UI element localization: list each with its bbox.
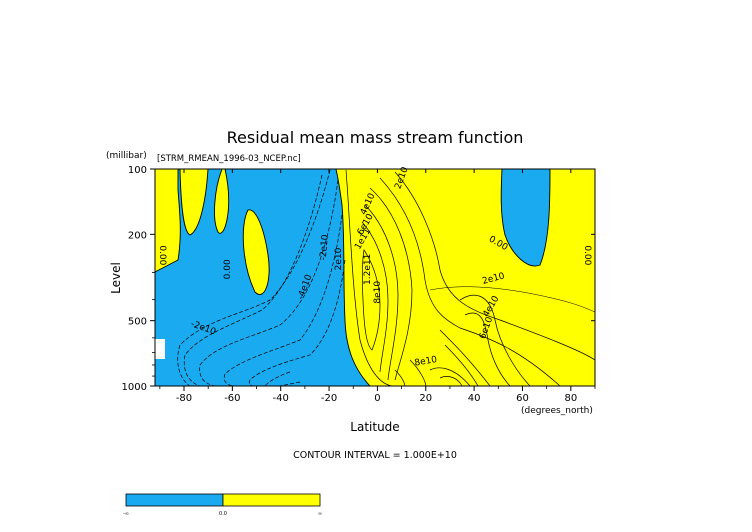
positive-contour-lines — [345, 169, 595, 386]
y-axis-label: Level — [109, 262, 123, 294]
contour-lines — [155, 169, 595, 386]
x-axis: -80 -60 -40 -20 0 20 40 60 80 — [159, 169, 596, 404]
negative-region-southern — [155, 169, 370, 386]
x-tick-label: -20 — [321, 393, 337, 404]
colorbar: -∞ 0.0 ∞ — [123, 493, 322, 517]
x-tick-label: -60 — [224, 393, 240, 404]
y-axis: 100 200 500 1000 — [122, 165, 595, 393]
contour-fills — [155, 169, 595, 386]
x-tick-label: 80 — [564, 393, 577, 404]
missing-data-patch — [155, 339, 165, 359]
contour-label: 0.00 — [582, 245, 592, 265]
negative-region-northern — [501, 169, 550, 266]
contour-label: 1.2e11 — [363, 254, 373, 285]
contour-label: 8e10 — [373, 281, 383, 304]
chart-title: Residual mean mass stream function — [227, 128, 524, 147]
x-tick-label: 40 — [468, 393, 481, 404]
contour-label: 0.00 — [157, 245, 167, 265]
contour-label: -2e10 — [319, 234, 331, 261]
x-tick-label: -40 — [273, 393, 289, 404]
colorbar-negative-segment — [125, 493, 224, 507]
contour-label: 8e10 — [414, 355, 438, 369]
colorbar-label-max: ∞ — [318, 511, 322, 517]
x-tick-label: 20 — [419, 393, 432, 404]
plot-frame — [154, 168, 596, 387]
zero-contour-line — [155, 169, 551, 386]
x-units: (degrees_north) — [521, 406, 593, 416]
y-tick-label: 100 — [128, 165, 147, 176]
negative-contour-lines — [177, 169, 346, 386]
contour-interval-note: CONTOUR INTERVAL = 1.000E+10 — [293, 450, 457, 461]
y-tick-label: 1000 — [122, 382, 147, 393]
x-tick-label: 0 — [374, 393, 380, 404]
outer-thin-contour — [429, 286, 595, 313]
x-tick-label: 60 — [516, 393, 529, 404]
y-units: (millibar) — [106, 151, 147, 161]
colorbar-label-min: -∞ — [123, 511, 129, 517]
chart-subtitle: [STRM_RMEAN_1996-03_NCEP.nc] — [157, 154, 301, 164]
colorbar-positive-segment — [222, 493, 321, 507]
x-tick-label: -80 — [176, 393, 192, 404]
contour-label: 2e10 — [334, 247, 344, 270]
x-axis-label: Latitude — [350, 420, 399, 434]
y-tick-label: 500 — [128, 317, 147, 328]
contour-label: 0.00 — [223, 259, 233, 279]
y-tick-label: 200 — [128, 230, 147, 241]
colorbar-label-zero: 0.0 — [219, 511, 227, 517]
